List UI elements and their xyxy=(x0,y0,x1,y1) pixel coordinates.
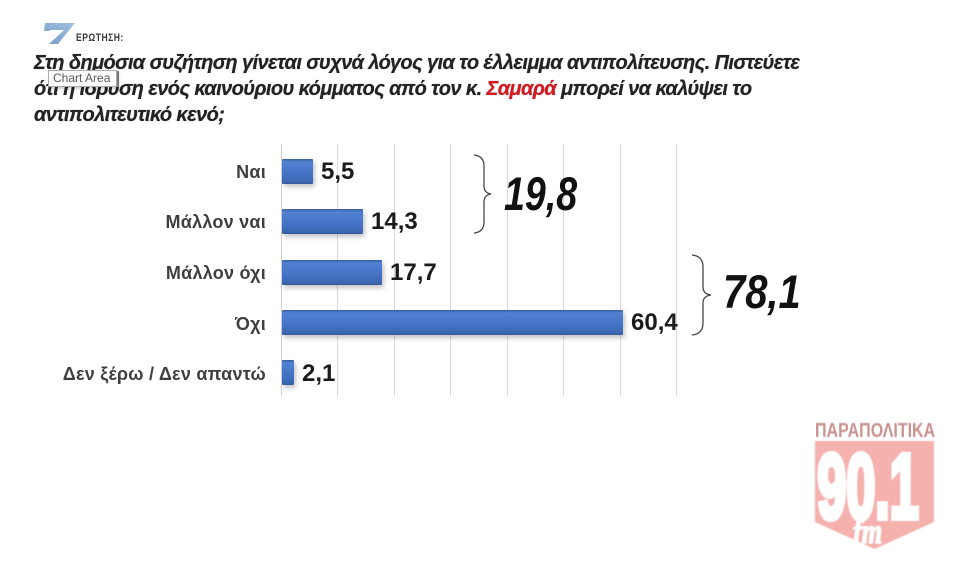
svg-text:fm: fm xyxy=(853,511,882,551)
svg-text:90.1: 90.1 xyxy=(817,441,918,538)
